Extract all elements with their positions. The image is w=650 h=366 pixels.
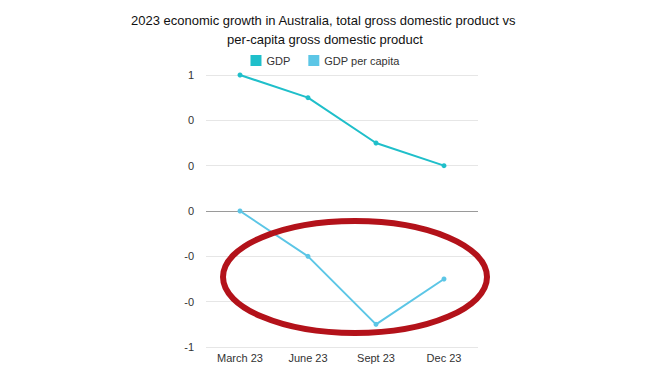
svg-text:-0: -0 <box>184 296 194 308</box>
svg-text:March 23: March 23 <box>217 352 263 364</box>
svg-text:-1: -1 <box>184 341 194 353</box>
svg-text:Dec 23: Dec 23 <box>427 352 462 364</box>
svg-text:2023 economic growth in Austra: 2023 economic growth in Australia, total… <box>131 13 519 28</box>
svg-text:per-capita gross domestic prod: per-capita gross domestic product <box>227 32 423 47</box>
svg-text:1: 1 <box>188 69 194 81</box>
svg-text:0: 0 <box>188 160 194 172</box>
svg-text:GDP per capita: GDP per capita <box>324 55 400 67</box>
svg-text:-0: -0 <box>184 250 194 262</box>
svg-text:0: 0 <box>188 205 194 217</box>
svg-text:Sept 23: Sept 23 <box>357 352 395 364</box>
svg-text:June 23: June 23 <box>288 352 327 364</box>
svg-text:0: 0 <box>188 114 194 126</box>
svg-text:GDP: GDP <box>266 55 290 67</box>
